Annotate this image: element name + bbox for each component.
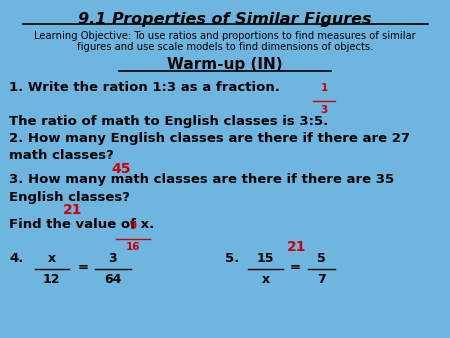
Text: 1. Write the ration 1:3 as a fraction.: 1. Write the ration 1:3 as a fraction. [9,81,280,94]
Text: 3. How many math classes are there if there are 35: 3. How many math classes are there if th… [9,173,394,186]
Text: x: x [48,252,56,265]
Text: 1: 1 [320,83,328,93]
Text: 15: 15 [257,252,274,265]
Text: 64: 64 [104,273,121,286]
Text: 45: 45 [112,162,131,175]
Text: 5.: 5. [225,252,239,265]
Text: =: = [78,261,89,274]
Text: Warm-up (IN): Warm-up (IN) [167,57,283,72]
Text: math classes?: math classes? [9,149,114,162]
Text: 9.1 Properties of Similar Figures: 9.1 Properties of Similar Figures [78,12,372,27]
Text: figures and use scale models to find dimensions of objects.: figures and use scale models to find dim… [77,42,373,52]
Text: Learning Objective: To use ratios and proportions to find measures of similar: Learning Objective: To use ratios and pr… [34,31,416,41]
Text: 21: 21 [287,240,307,254]
Text: Find the value of x.: Find the value of x. [9,218,154,231]
Text: =: = [289,261,300,274]
Text: 4.: 4. [9,252,23,265]
Text: 5: 5 [317,252,326,265]
Text: 3: 3 [108,252,117,265]
Text: x: x [261,273,270,286]
Text: 12: 12 [43,273,60,286]
Text: 9: 9 [129,221,136,232]
Text: The ratio of math to English classes is 3:5.: The ratio of math to English classes is … [9,115,328,128]
Text: 7: 7 [317,273,326,286]
Text: English classes?: English classes? [9,191,130,204]
Text: 2. How many English classes are there if there are 27: 2. How many English classes are there if… [9,132,410,145]
Text: 3: 3 [320,105,328,115]
Text: 16: 16 [126,242,140,252]
Text: 21: 21 [63,203,83,217]
